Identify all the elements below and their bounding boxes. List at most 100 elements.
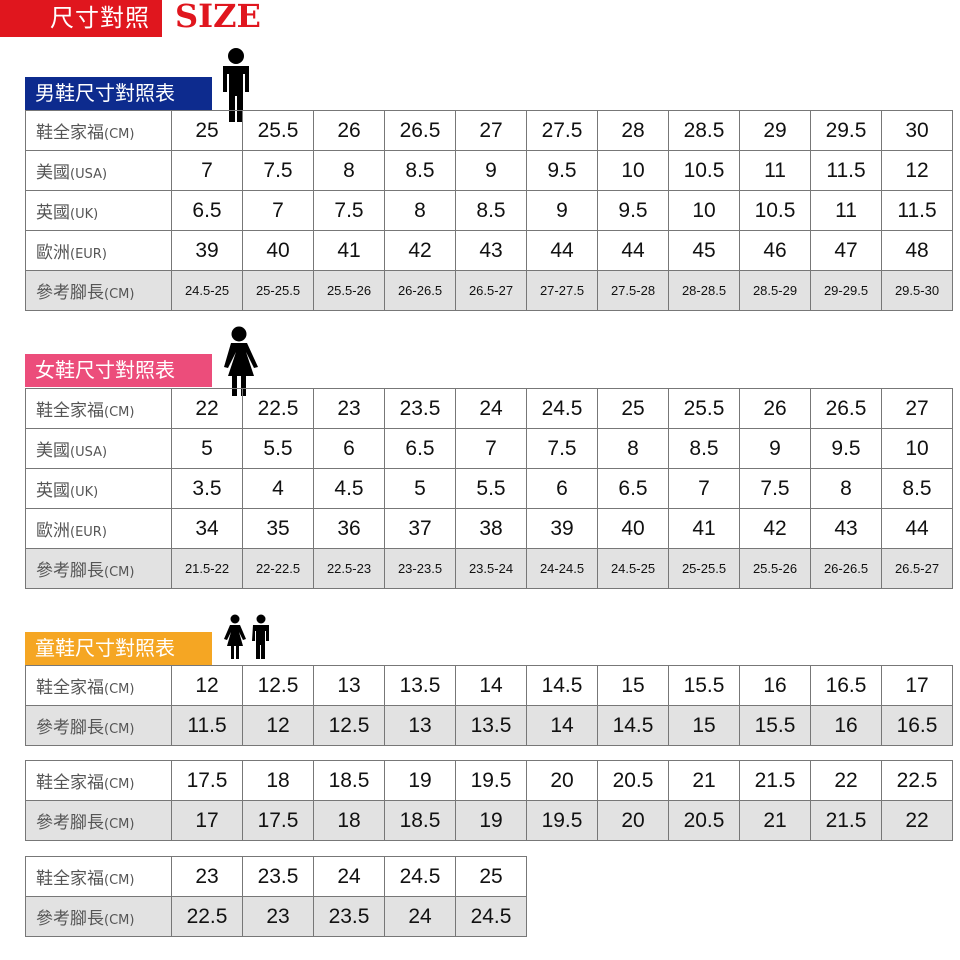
row-header-unit: (UK): [70, 207, 99, 222]
size-cell: 27.5-28: [597, 270, 669, 311]
row-header-label: 鞋全家福: [36, 773, 104, 793]
row-header: 鞋全家福(CM): [25, 110, 172, 151]
table-row: 參考腳長(CM) 24.5-25 25-25.5 25.5-26 26-26.5 26.5…: [25, 270, 953, 311]
table-row: 鞋全家福(CM) 23 23.5 24 24.5 25: [25, 856, 527, 897]
size-cell: 21.5-22: [171, 548, 243, 589]
size-cell: 8: [597, 428, 669, 469]
size-cell: 5.5: [242, 428, 314, 469]
size-cell: 19: [455, 800, 527, 841]
size-cell: 23.5: [384, 388, 456, 429]
row-header-label: 美國: [36, 441, 70, 461]
size-cell: 13: [384, 705, 456, 746]
row-header-label: 參考腳長: [36, 561, 104, 581]
size-cell: 29-29.5: [810, 270, 882, 311]
size-cell: 8: [384, 190, 456, 231]
size-cell: 26.5: [384, 110, 456, 151]
size-cell: 5.5: [455, 468, 527, 509]
size-cell: 22.5: [881, 760, 953, 801]
size-cell: 18.5: [313, 760, 385, 801]
size-cell: 8.5: [881, 468, 953, 509]
table-row: 英國(UK) 3.5 4 4.5 5 5.5 6 6.5 7 7.5 8 8.5: [25, 468, 953, 509]
size-cell: 29.5-30: [881, 270, 953, 311]
size-cell: 24: [455, 388, 527, 429]
size-cell: 22: [881, 800, 953, 841]
size-cell: 43: [455, 230, 527, 271]
size-cell: 23-23.5: [384, 548, 456, 589]
row-header-label: 鞋全家福: [36, 123, 104, 143]
size-cell: 18.5: [384, 800, 456, 841]
size-cell: 7.5: [739, 468, 811, 509]
size-cell: 16: [810, 705, 882, 746]
row-header-label: 歐洲: [36, 243, 70, 263]
row-header-unit: (CM): [104, 127, 135, 142]
size-cell: 9.5: [526, 150, 598, 191]
size-cell: 15: [668, 705, 740, 746]
size-cell: 44: [526, 230, 598, 271]
size-cell: 26.5: [810, 388, 882, 429]
size-cell: 20: [526, 760, 598, 801]
size-cell: 37: [384, 508, 456, 549]
size-cell: 24-24.5: [526, 548, 598, 589]
size-cell: 7: [668, 468, 740, 509]
row-header: 鞋全家福(CM): [25, 760, 172, 801]
size-cell: 11: [810, 190, 882, 231]
size-cell: 15.5: [668, 665, 740, 706]
men-section-label: 男鞋尺寸對照表: [25, 77, 212, 110]
row-header: 美國(USA): [25, 150, 172, 191]
size-cell: 22-22.5: [242, 548, 314, 589]
size-cell: 16.5: [810, 665, 882, 706]
size-cell: 26.5-27: [455, 270, 527, 311]
size-cell: 25: [597, 388, 669, 429]
size-cell: 45: [668, 230, 740, 271]
size-cell: 38: [455, 508, 527, 549]
row-header: 歐洲(EUR): [25, 230, 172, 271]
size-cell: 6: [313, 428, 385, 469]
table-row: 歐洲(EUR) 34 35 36 37 38 39 40 41 42 43 44: [25, 508, 953, 549]
size-cell: 48: [881, 230, 953, 271]
size-cell: 39: [171, 230, 243, 271]
size-cell: 22.5-23: [313, 548, 385, 589]
table-row: 鞋全家福(CM) 17.5 18 18.5 19 19.5 20 20.5 21 21.5 22 22…: [25, 760, 953, 801]
size-cell: 5: [384, 468, 456, 509]
size-cell: 11.5: [810, 150, 882, 191]
size-cell: 14: [526, 705, 598, 746]
size-cell: 27: [455, 110, 527, 151]
size-cell: 23.5: [242, 856, 314, 897]
size-cell: 13.5: [455, 705, 527, 746]
size-cell: 11.5: [881, 190, 953, 231]
size-cell: 16: [739, 665, 811, 706]
size-cell: 20.5: [597, 760, 669, 801]
size-cell: 21.5: [739, 760, 811, 801]
table-row: 鞋全家福(CM) 12 12.5 13 13.5 14 14.5 15 15.5 16 16.5 17: [25, 665, 953, 706]
size-cell: 16.5: [881, 705, 953, 746]
size-cell: 42: [739, 508, 811, 549]
row-header-label: 英國: [36, 481, 70, 501]
size-cell: 40: [597, 508, 669, 549]
size-cell: 24.5: [455, 896, 527, 937]
size-cell: 28.5: [668, 110, 740, 151]
size-cell: 26-26.5: [384, 270, 456, 311]
size-cell: 22.5: [171, 896, 243, 937]
row-header-unit: (USA): [70, 167, 108, 182]
size-cell: 24.5: [526, 388, 598, 429]
size-cell: 25.5: [242, 110, 314, 151]
size-cell: 9: [739, 428, 811, 469]
size-cell: 12: [881, 150, 953, 191]
size-cell: 9: [455, 150, 527, 191]
children-icon: [224, 614, 269, 659]
size-cell: 25-25.5: [242, 270, 314, 311]
row-header-label: 鞋全家福: [36, 678, 104, 698]
size-cell: 41: [668, 508, 740, 549]
header-title: 尺寸對照: [50, 4, 150, 32]
row-header-unit: (CM): [104, 777, 135, 792]
size-cell: 34: [171, 508, 243, 549]
size-cell: 10: [668, 190, 740, 231]
header-size: SIZE: [175, 0, 261, 35]
women-size-table: 鞋全家福(CM) 22 22.5 23 23.5 24 24.5 25 25.5 26 26.5 27…: [25, 388, 953, 589]
size-cell: 15.5: [739, 705, 811, 746]
size-cell: 7: [171, 150, 243, 191]
size-cell: 20: [597, 800, 669, 841]
size-cell: 8.5: [384, 150, 456, 191]
size-cell: 36: [313, 508, 385, 549]
size-cell: 23: [242, 896, 314, 937]
